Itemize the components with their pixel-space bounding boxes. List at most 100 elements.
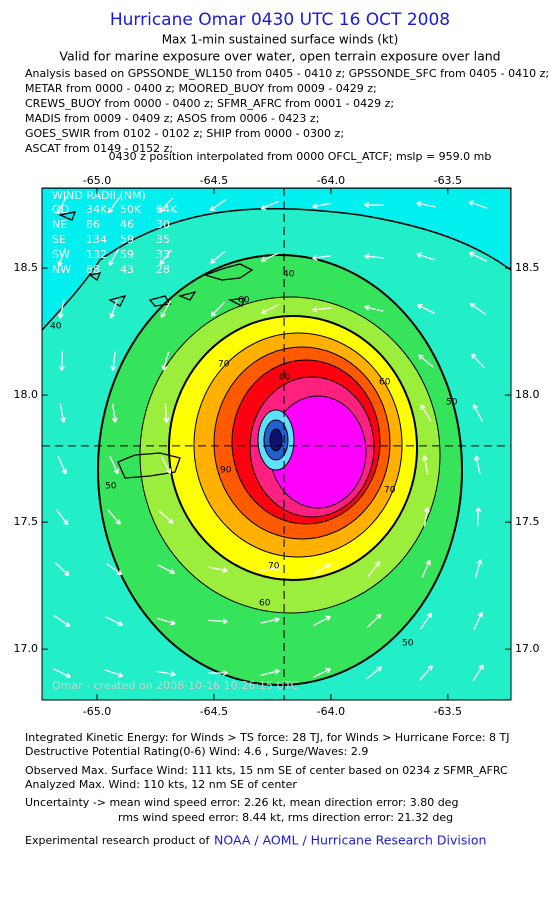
- radii-cell: 33: [156, 248, 170, 261]
- radii-header: 34K: [86, 203, 108, 216]
- footer-line: rms wind speed error: 8.44 kt, rms direc…: [118, 811, 453, 824]
- arrow-head: [324, 563, 331, 569]
- arrow-head: [107, 207, 114, 214]
- arrow-head: [376, 666, 383, 672]
- y-tick-label: 17.5: [515, 515, 540, 528]
- y-tick-label: 18.0: [14, 388, 39, 401]
- wind-arrows: [53, 196, 488, 682]
- arrow: [56, 196, 68, 214]
- title: Hurricane Omar 0430 UTC 16 OCT 2008: [110, 10, 450, 30]
- arrow-head: [170, 619, 176, 626]
- contour-label: 40: [50, 322, 62, 332]
- validity: Valid for marine exposure over water, op…: [59, 49, 500, 64]
- arrow-head: [115, 519, 121, 525]
- arrow: [107, 509, 121, 525]
- arrow-head: [163, 417, 170, 423]
- arrow: [475, 455, 481, 475]
- analysis: Analysis based on GPSSONDE_WL150 from 04…: [25, 67, 549, 155]
- arrow: [59, 299, 65, 319]
- arrow-head: [470, 353, 477, 360]
- arrow-head: [364, 201, 370, 208]
- y-tick-label: 17.5: [14, 515, 39, 528]
- radii-cell: 132: [86, 248, 107, 261]
- arrow-head: [63, 570, 70, 577]
- arrow: [469, 302, 487, 316]
- arrow: [366, 613, 382, 629]
- link[interactable]: NOAA / AOML / Hurricane Research Divisio…: [214, 833, 486, 848]
- arrow: [112, 403, 116, 423]
- arrow-head: [210, 310, 217, 317]
- arrow-head: [113, 468, 119, 475]
- arrow-head: [418, 354, 424, 360]
- arrow: [473, 612, 483, 630]
- arrow-head: [116, 569, 123, 576]
- y-tick-label: 17.0: [14, 642, 39, 655]
- x-tick-label: -65.0: [83, 174, 111, 187]
- x-tick-label: -63.5: [434, 174, 462, 187]
- contour-label: 50: [446, 398, 458, 408]
- wind-radii: WIND RADII (NM)QD 34K 50K 64K NE 86 46 30 SE 134 5…: [52, 189, 178, 276]
- arrow-head: [422, 455, 428, 461]
- contour-labels: 40 40 50 50 50 60 60 60 70 70 70 80 90: [50, 270, 458, 649]
- arrow: [474, 559, 482, 579]
- x-tick-label: -63.5: [434, 705, 462, 718]
- position-note: 0430 z position interpolated from 0000 O…: [109, 150, 492, 163]
- arrow: [418, 354, 434, 368]
- arrow: [162, 351, 170, 371]
- arrow: [160, 300, 172, 318]
- arrow: [164, 403, 168, 423]
- arrow: [108, 248, 120, 266]
- arrow: [105, 616, 123, 626]
- footer-line: Analyzed Max. Wind: 110 kts, 12 nm SE of…: [25, 778, 297, 791]
- arrow-head: [312, 254, 318, 261]
- arrow-head: [260, 308, 267, 315]
- arrow-head: [57, 260, 63, 267]
- arrow: [57, 456, 67, 474]
- arrow-head: [468, 200, 475, 206]
- arrow-head: [58, 365, 65, 371]
- arrow: [61, 351, 63, 371]
- arrow-head: [117, 620, 124, 627]
- arrow: [210, 301, 226, 317]
- arrow-head: [416, 252, 422, 259]
- arrow-head: [159, 259, 165, 266]
- radii-cell: 30: [156, 218, 170, 231]
- arrow-head: [210, 258, 216, 264]
- arrow: [104, 669, 124, 677]
- arrow-head: [476, 559, 483, 565]
- contour-label: 70: [384, 486, 396, 496]
- arrow: [53, 615, 71, 627]
- analysis-line: Analysis based on GPSSONDE_WL150 from 04…: [25, 67, 549, 80]
- arrow-head: [312, 306, 318, 313]
- analysis-line: CREWS_BUOY from 0000 - 0400 z; SFMR_AFRC…: [25, 97, 394, 110]
- radii-cell: 35: [156, 233, 170, 246]
- arrow-head: [65, 672, 72, 679]
- arrow-head: [478, 664, 484, 670]
- arrow: [364, 306, 384, 312]
- arrow: [472, 664, 484, 682]
- arrow: [261, 200, 279, 210]
- arrow: [109, 456, 119, 474]
- arrow: [312, 254, 332, 260]
- arrow: [261, 304, 279, 314]
- arrow: [423, 507, 429, 527]
- arrow: [59, 403, 65, 423]
- arrow-head: [416, 201, 422, 207]
- arrow: [158, 197, 174, 213]
- arrow: [420, 612, 432, 630]
- arrow-head: [209, 205, 216, 212]
- arrow: [312, 307, 332, 311]
- arrow: [54, 562, 70, 576]
- radii-title: WIND RADII (NM): [52, 189, 146, 202]
- arrow-head: [111, 417, 118, 423]
- radii-cell: 28: [156, 263, 170, 276]
- x-tick-label: -65.0: [83, 705, 111, 718]
- arrow: [313, 668, 331, 678]
- arrow-head: [62, 519, 69, 526]
- arrow-head: [170, 671, 176, 677]
- y-tick-label: 18.5: [515, 261, 540, 274]
- arrow: [313, 563, 331, 575]
- arrow-head: [468, 251, 475, 258]
- arrow: [416, 253, 436, 261]
